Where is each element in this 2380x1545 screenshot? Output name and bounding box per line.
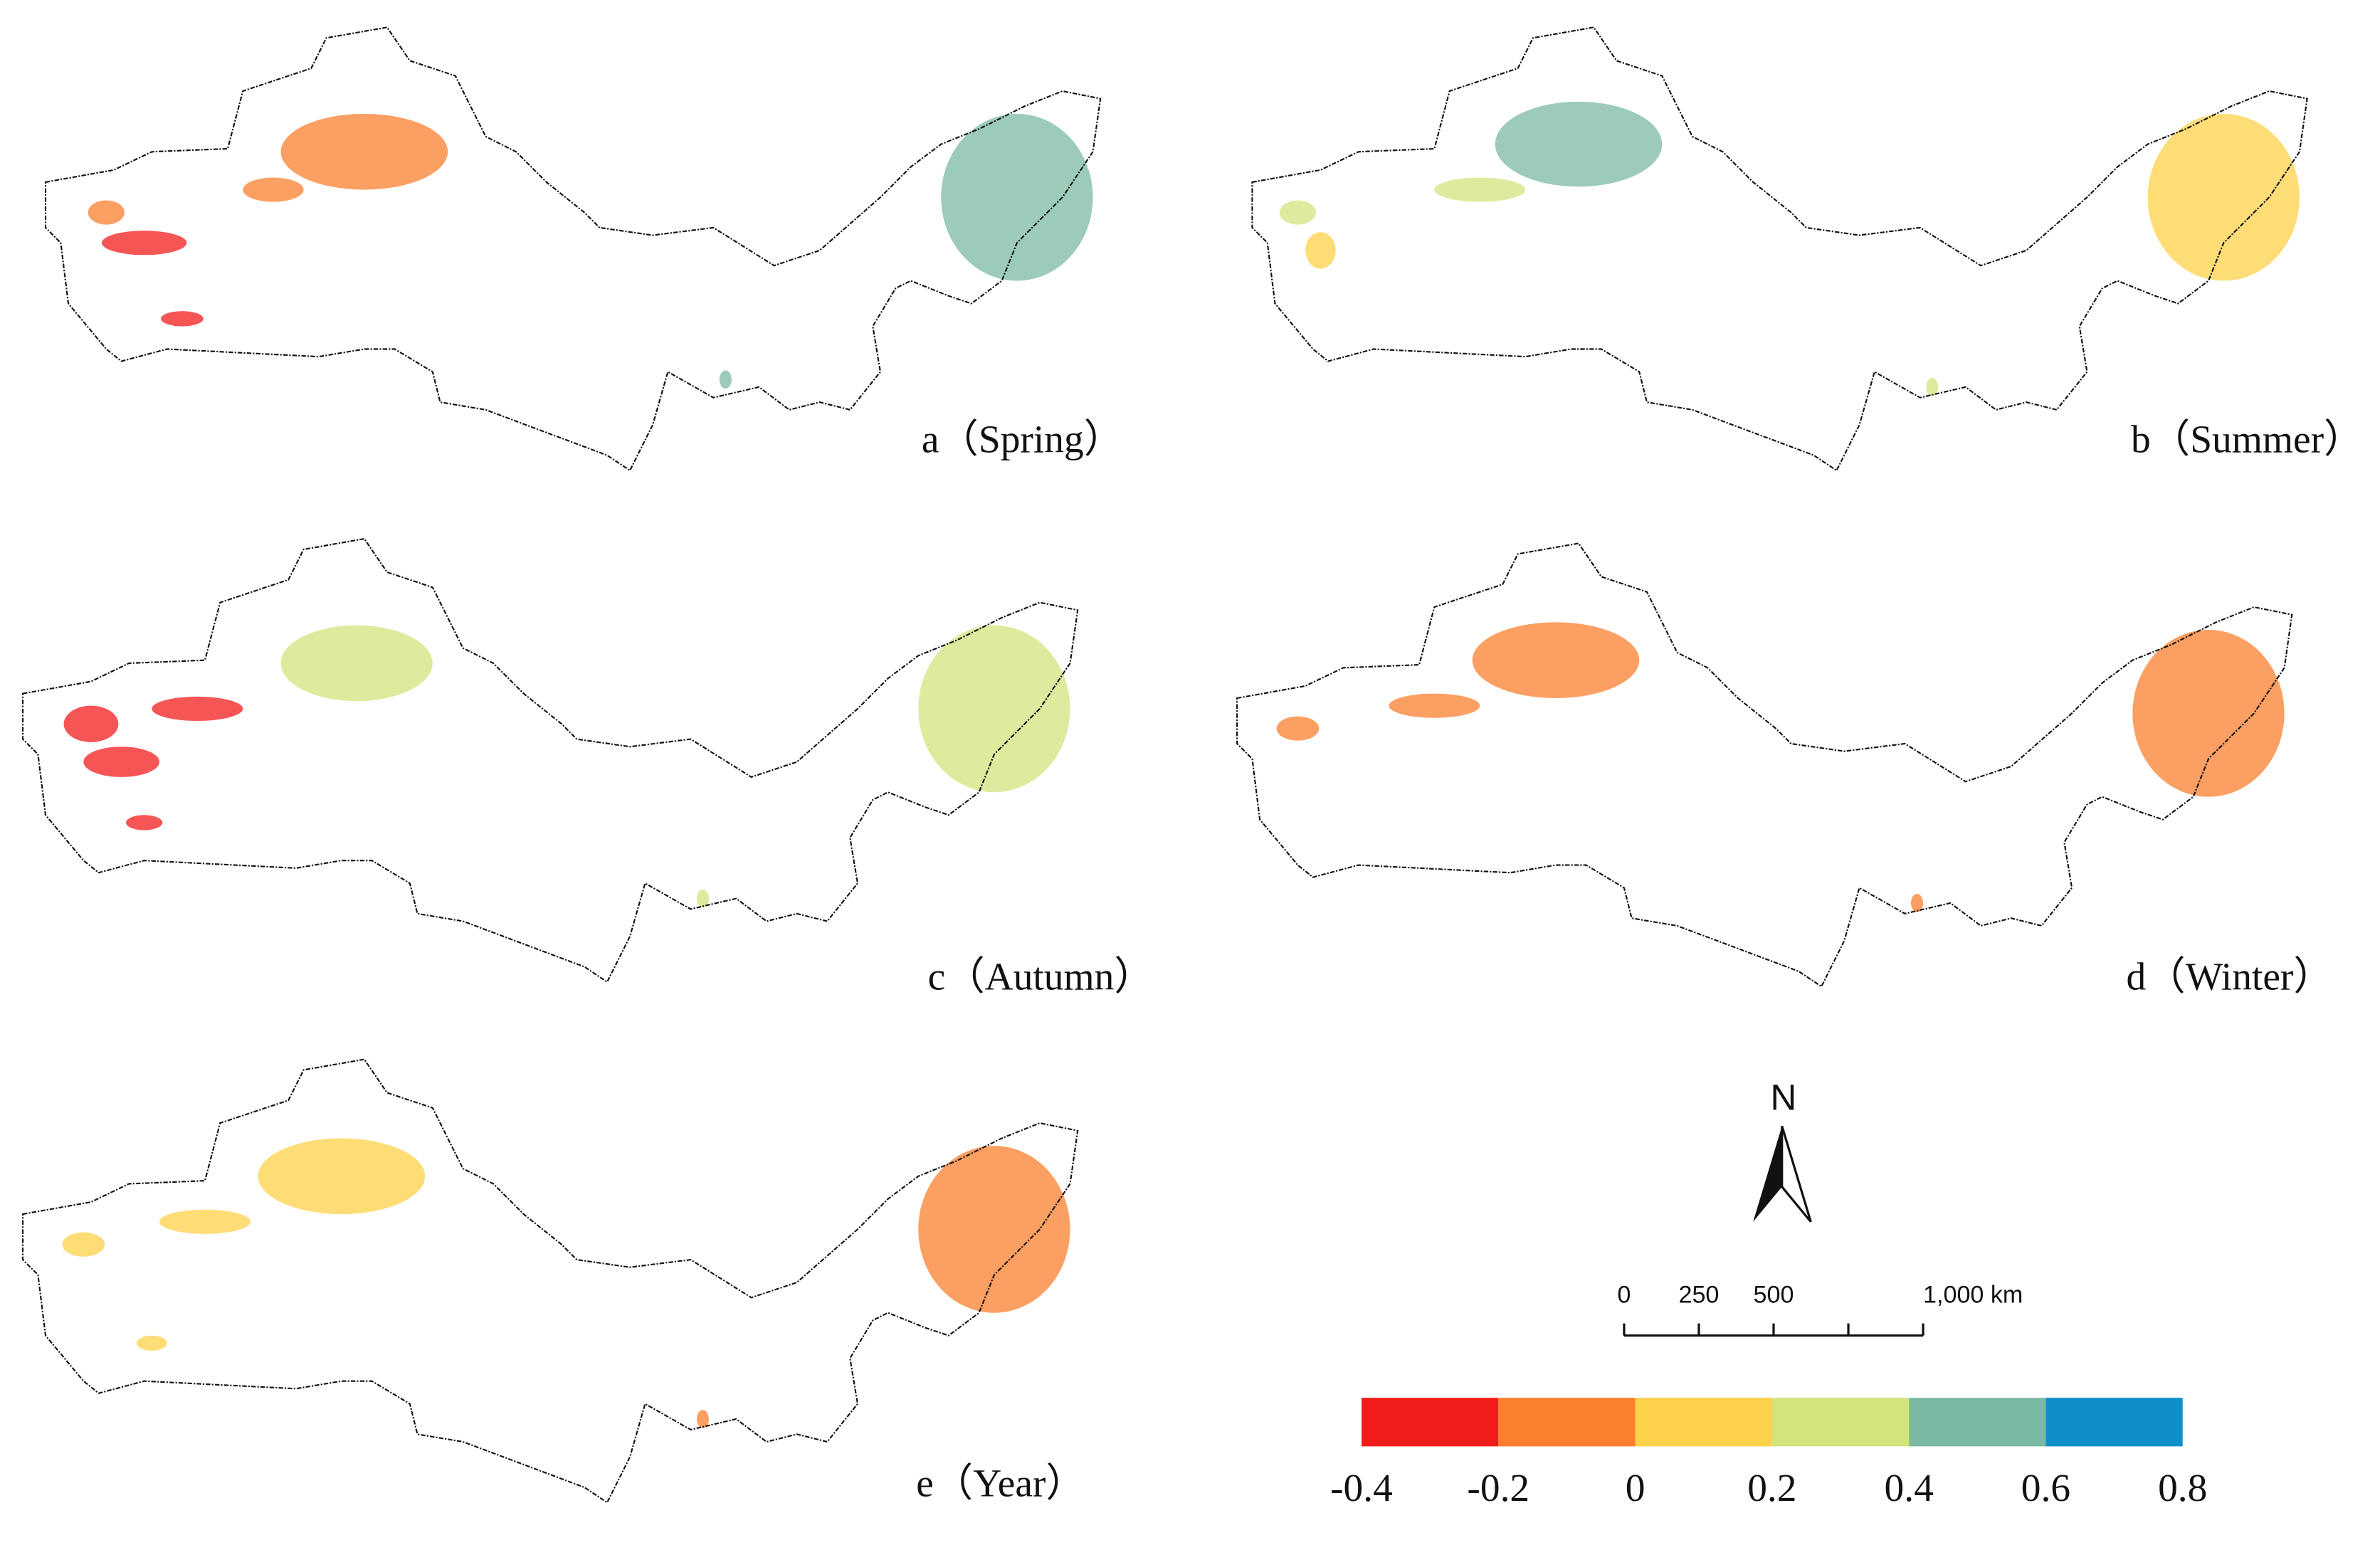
value-patch: [696, 1410, 709, 1428]
value-patch: [696, 889, 709, 908]
value-patch: [88, 200, 125, 225]
value-patch: [83, 747, 159, 777]
value-patch: [63, 705, 119, 742]
legend-tick-label: -0.4: [1330, 1466, 1393, 1509]
value-patch: [719, 370, 732, 389]
map-panel: [21, 537, 1079, 984]
legend-tick-label: 0.2: [1747, 1466, 1796, 1509]
region-outline: [1236, 542, 2293, 988]
value-patch: [918, 1146, 1070, 1313]
region-outline: [1251, 26, 2308, 472]
value-patch: [280, 625, 433, 702]
legend-swatch: [2045, 1398, 2183, 1447]
legend-swatch: [1361, 1398, 1499, 1447]
map-panel: [44, 26, 1102, 472]
value-patch: [62, 1232, 105, 1257]
north-arrow: [1753, 1125, 1812, 1223]
map-panel: [1251, 26, 2308, 472]
value-patch: [1926, 378, 1939, 396]
legend-tick-label: -0.2: [1467, 1466, 1529, 1509]
value-patch: [1279, 200, 1317, 225]
map-panel: [1236, 542, 2293, 988]
value-patch: [243, 177, 304, 202]
value-patch: [159, 1209, 251, 1234]
panel-label: d（Winter）: [2127, 954, 2333, 998]
value-patch: [1910, 894, 1924, 912]
region-outline: [44, 26, 1102, 472]
value-patch: [2147, 113, 2300, 281]
value-patch: [126, 815, 163, 830]
value-patch: [161, 311, 204, 327]
panel-label: a（Spring）: [922, 417, 1123, 460]
value-patch: [918, 625, 1070, 793]
value-patch: [101, 231, 187, 255]
scale-label: 0: [1617, 1281, 1631, 1308]
value-patch: [2132, 630, 2285, 797]
panel-label: c（Autumn）: [928, 954, 1154, 998]
legend-tick-label: 0: [1626, 1466, 1646, 1509]
panel-label: b（Summer）: [2131, 417, 2363, 460]
panel-label: e（Year）: [916, 1462, 1085, 1505]
scale-label: 250: [1678, 1281, 1719, 1308]
value-patch: [941, 113, 1093, 281]
scale-label: 500: [1754, 1281, 1794, 1308]
north-label: N: [1770, 1077, 1796, 1118]
value-patch: [280, 113, 448, 190]
value-patch: [1389, 693, 1480, 718]
scale-label: 1,000 km: [1923, 1281, 2023, 1308]
value-patch: [1305, 232, 1336, 269]
legend-tick-label: 0.4: [1884, 1466, 1933, 1509]
legend-swatch: [1498, 1398, 1636, 1447]
map-panel: [21, 1058, 1079, 1504]
legend-tick-label: 0.8: [2158, 1466, 2207, 1509]
legend-swatch: [1635, 1398, 1772, 1447]
region-outline: [21, 1058, 1079, 1504]
value-patch: [136, 1335, 167, 1351]
value-patch: [258, 1138, 426, 1215]
legend-swatch: [1771, 1398, 1910, 1447]
value-patch: [1472, 622, 1640, 699]
value-patch: [1434, 177, 1526, 202]
legend-swatch: [1909, 1398, 2046, 1447]
value-patch: [1276, 716, 1320, 741]
value-patch: [1495, 101, 1663, 187]
value-patch: [152, 696, 243, 721]
legend-tick-label: 0.6: [2021, 1466, 2070, 1509]
region-outline: [21, 537, 1079, 984]
